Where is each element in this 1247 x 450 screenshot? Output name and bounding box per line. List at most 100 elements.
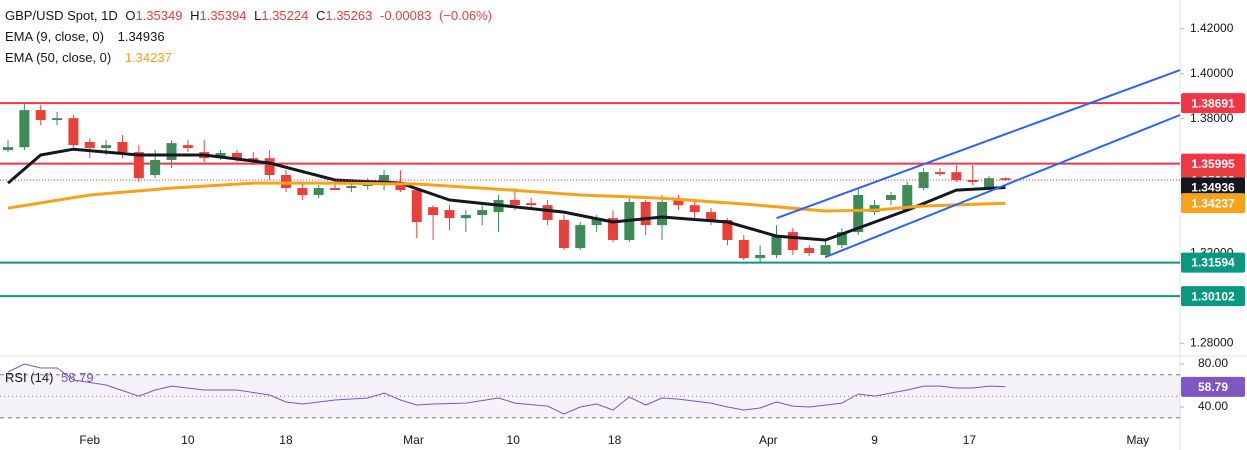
candle-body: [1000, 178, 1011, 181]
candle-body: [902, 185, 913, 211]
price-label-bg: [1181, 153, 1245, 174]
price-label: 1.34237: [1181, 193, 1245, 214]
candle-body: [35, 110, 46, 120]
candle-body: [411, 190, 422, 222]
price-label-bg: [1181, 93, 1245, 114]
candle-body: [657, 201, 668, 226]
candle-body: [607, 218, 618, 240]
x-tick-label: Apr: [759, 433, 778, 447]
price-label: 1.38691: [1181, 93, 1245, 114]
ema50-legend: EMA (50, close, 0) 1.34237: [5, 50, 176, 65]
price-label-text: 1.35995: [1191, 157, 1235, 171]
candle-body: [722, 219, 733, 240]
price-label: 1.35995: [1181, 153, 1245, 174]
candle-body: [182, 145, 193, 149]
candle-body: [918, 172, 929, 189]
price-label-text: 1.30102: [1191, 289, 1235, 303]
candle-body: [804, 248, 815, 253]
x-tick-label: Feb: [79, 433, 100, 447]
high-key: H: [190, 8, 200, 23]
candle-body: [68, 118, 79, 146]
candle-body: [460, 215, 471, 219]
high-value: 1.35394: [199, 8, 247, 23]
ema9-value: 1.34936: [117, 29, 165, 44]
candle-body: [787, 232, 798, 251]
candle-body: [264, 158, 275, 176]
rsi-tick-label: 80.00: [1198, 356, 1228, 370]
candle-body: [52, 118, 63, 120]
candle-body: [313, 188, 324, 196]
candle-body: [101, 145, 112, 149]
candle-body: [297, 188, 308, 196]
ema50-value: 1.34237: [124, 50, 172, 65]
candle-body: [885, 195, 896, 200]
price-label-text: 58.79: [1198, 380, 1228, 394]
candle-body: [640, 201, 651, 226]
candle-body: [395, 181, 406, 191]
ema9-legend: EMA (9, close, 0) 1.34936: [5, 29, 169, 44]
price-label: 58.79: [1181, 376, 1245, 397]
candle-body: [836, 232, 847, 246]
price-label-bg: [1181, 252, 1245, 273]
candle-body: [934, 172, 945, 175]
candle-body: [967, 179, 978, 182]
x-tick-label: 10: [507, 433, 521, 447]
x-tick-label: 18: [608, 433, 622, 447]
open-value: 1.35349: [135, 8, 183, 23]
candle-body: [575, 225, 586, 249]
open-key: O: [125, 8, 136, 23]
candle-body: [689, 205, 700, 213]
x-tick-label: May: [1126, 433, 1149, 447]
price-label-bg: [1181, 177, 1245, 198]
y-tick-label: 1.28000: [1190, 335, 1234, 349]
candle-body: [133, 152, 144, 179]
x-tick-label: Mar: [403, 433, 424, 447]
price-label-bg: [1181, 193, 1245, 214]
candle-body: [150, 159, 161, 176]
close-key: C: [315, 8, 326, 23]
candle-body: [738, 239, 749, 259]
y-tick-label: 1.40000: [1190, 66, 1234, 80]
candle-body: [231, 153, 242, 159]
trend-line: [776, 69, 1181, 220]
x-tick-label: 9: [871, 433, 878, 447]
candle-body: [117, 142, 128, 153]
change: -0.00083: [379, 8, 432, 23]
ohlc-legend: GBP/USD Spot, 1D O1.35349 H1.35394 L1.35…: [5, 8, 496, 23]
candle-body: [820, 245, 831, 256]
candle-body: [166, 143, 177, 160]
candle-body: [509, 199, 520, 206]
price-label-text: 1.31594: [1191, 256, 1235, 270]
candle-body: [706, 212, 717, 220]
ema50-name: EMA (50, close, 0): [5, 50, 112, 65]
candle-body: [558, 219, 569, 249]
price-label-text: 1.34237: [1191, 196, 1235, 210]
rsi-name: RSI (14): [5, 370, 54, 385]
x-tick-label: 10: [181, 433, 195, 447]
rsi-value: 58.79: [61, 370, 94, 385]
candle-body: [542, 205, 553, 220]
candle-body: [951, 172, 962, 180]
symbol: GBP/USD Spot, 1D: [5, 8, 118, 23]
ema9-name: EMA (9, close, 0): [5, 29, 104, 44]
y-tick-label: 1.42000: [1190, 21, 1234, 35]
candle-body: [477, 210, 488, 216]
low-key: L: [254, 8, 262, 23]
change-pct: (−0.06%): [438, 8, 493, 23]
price-label-bg: [1181, 376, 1245, 397]
candle-body: [591, 218, 602, 226]
price-label: 1.30102: [1181, 286, 1245, 307]
rsi-legend: RSI (14) 58.79: [5, 370, 98, 385]
candle-body: [526, 203, 537, 206]
low-value: 1.35224: [261, 8, 309, 23]
price-label-bg: [1181, 286, 1245, 307]
candle-body: [853, 195, 864, 233]
x-tick-label: 17: [963, 433, 977, 447]
candle-body: [444, 210, 455, 219]
candle-body: [428, 207, 439, 216]
trend-line: [825, 114, 1181, 258]
candle-body: [19, 110, 30, 148]
candle-body: [84, 142, 95, 149]
x-tick-label: 18: [279, 433, 293, 447]
